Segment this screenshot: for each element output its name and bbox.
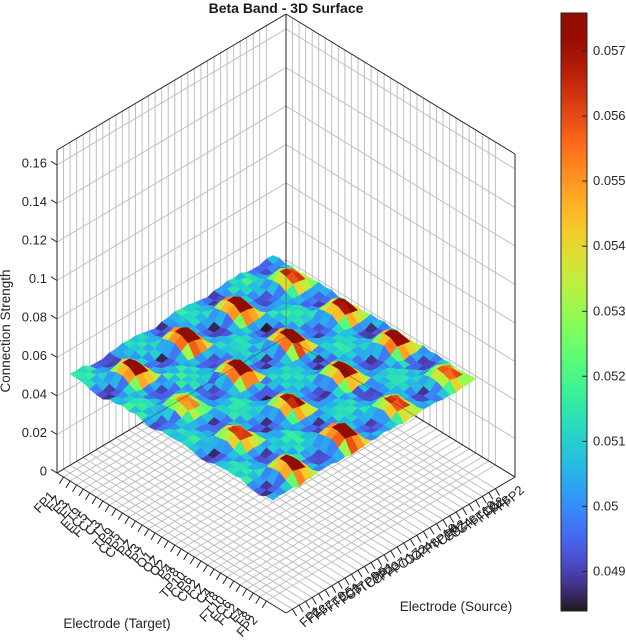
svg-text:0.08: 0.08 [22,309,47,324]
svg-text:Beta Band - 3D Surface: Beta Band - 3D Surface [209,0,364,16]
svg-text:Connection Strength: Connection Strength [0,269,13,392]
svg-text:0.12: 0.12 [22,232,47,247]
svg-text:0: 0 [40,463,47,478]
svg-text:0.04: 0.04 [22,386,47,401]
svg-text:0.05: 0.05 [593,498,618,513]
svg-text:0.06: 0.06 [22,348,47,363]
svg-text:Electrode (Source): Electrode (Source) [400,599,513,614]
svg-text:0.054: 0.054 [593,238,626,253]
svg-text:0.14: 0.14 [22,194,47,209]
svg-text:0.056: 0.056 [593,108,626,123]
svg-text:0.052: 0.052 [593,368,626,383]
svg-text:0.049: 0.049 [593,564,626,579]
svg-text:0.057: 0.057 [593,43,626,58]
svg-text:0.1: 0.1 [29,271,47,286]
svg-text:0.055: 0.055 [593,173,626,188]
svg-text:0.053: 0.053 [593,303,626,318]
svg-text:Electrode (Target): Electrode (Target) [63,616,170,631]
svg-text:0.16: 0.16 [22,155,47,170]
svg-text:0.02: 0.02 [22,425,47,440]
svg-text:0.051: 0.051 [593,433,626,448]
